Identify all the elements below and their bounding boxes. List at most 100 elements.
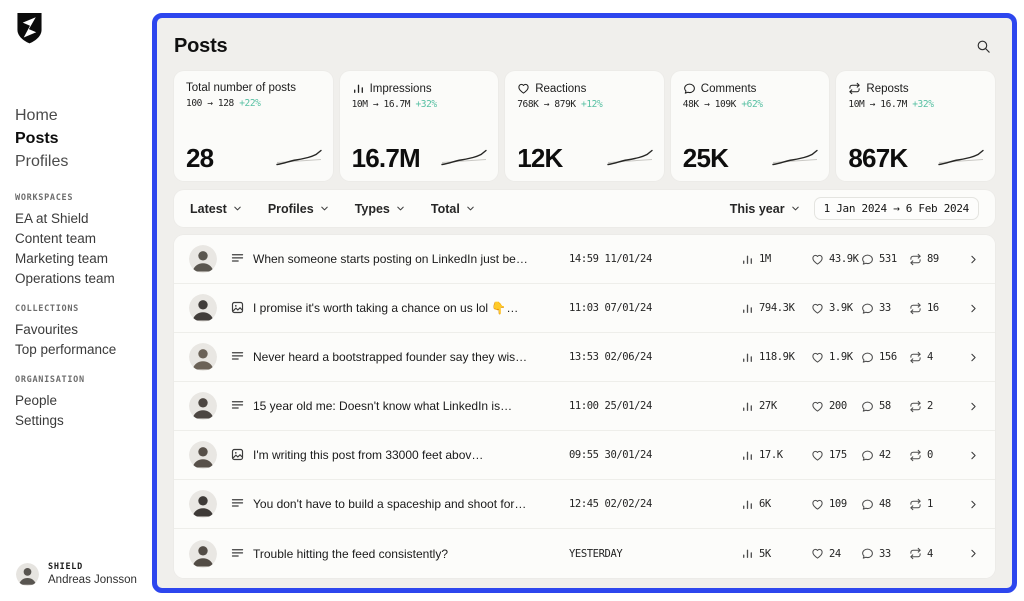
post-text: Trouble hitting the feed consistently?: [253, 546, 449, 561]
impressions-value: 5K: [759, 547, 771, 560]
sidebar-sections: WORKSPACES EA at Shield Content team Market…: [15, 193, 145, 431]
search-icon: [975, 38, 995, 55]
reposts-value: 16: [927, 302, 939, 314]
chevron-right-icon[interactable]: [967, 302, 980, 315]
repost-icon: [909, 302, 922, 315]
sidebar-item-content-team[interactable]: Content team: [15, 231, 97, 246]
post-row[interactable]: I promise it's worth taking a chance on …: [174, 284, 995, 333]
primary-nav: Home Posts Profiles: [15, 104, 145, 173]
comment-icon: [861, 253, 874, 266]
chevron-right-icon[interactable]: [967, 400, 980, 413]
post-row[interactable]: You don't have to build a spaceship and …: [174, 480, 995, 529]
stat-change-badge: +22%: [239, 98, 261, 109]
sidebar-section: COLLECTIONS Favourites Top performance: [15, 304, 145, 360]
stat-change-badge: +12%: [581, 99, 603, 110]
comment-icon: [861, 498, 874, 511]
comments-value: 48: [879, 498, 891, 510]
search-button[interactable]: [975, 36, 995, 56]
post-author-avatar: [189, 343, 217, 371]
comments-value: 58: [879, 400, 891, 412]
reactions-value: 200: [829, 400, 847, 412]
trend-sparkline-icon: [275, 147, 323, 168]
filter-dropdown-total[interactable]: Total: [431, 202, 476, 216]
filter-dropdown-types[interactable]: Types: [355, 202, 406, 216]
comment-icon: [861, 400, 874, 413]
main-panel: Posts Total number of posts 100 → 128 +2…: [152, 13, 1017, 593]
chevron-down-icon: [232, 203, 243, 214]
chevron-down-icon: [465, 203, 476, 214]
text-post-icon: [230, 496, 246, 512]
stat-card[interactable]: Comments 48K → 109K +62% 25K: [670, 71, 830, 181]
chevron-right-icon[interactable]: [967, 351, 980, 364]
post-row[interactable]: When someone starts posting on LinkedIn …: [174, 235, 995, 284]
sidebar-item-marketing-team[interactable]: Marketing team: [15, 251, 109, 266]
post-timestamp: 11:00 25/01/24: [569, 400, 652, 412]
stat-label: Reactions: [535, 82, 587, 95]
period-dropdown[interactable]: This year: [730, 202, 801, 216]
image-post-icon: [230, 447, 246, 463]
heart-icon: [811, 449, 824, 462]
sidebar-item-profiles[interactable]: Profiles: [15, 153, 69, 170]
bar-chart-icon: [741, 449, 754, 462]
user-avatar: [16, 562, 39, 586]
sidebar-item-home[interactable]: Home: [15, 107, 58, 124]
post-author-avatar: [189, 539, 217, 568]
chevron-right-icon[interactable]: [967, 498, 980, 511]
sidebar-section: ORGANISATION People Settings: [15, 375, 145, 431]
repost-icon: [909, 253, 922, 266]
impressions-value: 17.K: [759, 449, 783, 461]
chevron-right-icon[interactable]: [967, 253, 980, 266]
post-text: When someone starts posting on LinkedIn …: [253, 252, 528, 266]
stat-range: 48K → 109K: [682, 99, 737, 110]
sidebar: Home Posts Profiles WORKSPACES EA at Shield…: [0, 0, 152, 601]
date-range-field[interactable]: 1 Jan 2024 → 6 Feb 2024: [813, 197, 979, 220]
post-author-avatar: [189, 392, 217, 420]
stat-card[interactable]: Impressions 10M → 16.7M +32% 16.7M: [339, 71, 499, 181]
post-row[interactable]: I'm writing this post from 33000 feet ab…: [174, 431, 995, 480]
sidebar-item-settings[interactable]: Settings: [15, 413, 64, 428]
sidebar-item-top-performance[interactable]: Top performance: [15, 342, 117, 357]
filter-dropdown-profiles[interactable]: Profiles: [268, 202, 330, 216]
stat-value: 25K: [682, 143, 729, 173]
stat-value: 16.7M: [351, 143, 421, 173]
reactions-value: 24: [829, 547, 841, 560]
sidebar-item-posts[interactable]: Posts: [15, 130, 59, 147]
comments-value: 33: [879, 302, 891, 314]
stat-card[interactable]: Reactions 768K → 879K +12% 12K: [505, 71, 664, 181]
sidebar-item-ea-at-shield[interactable]: EA at Shield: [15, 211, 89, 226]
sidebar-section-title: COLLECTIONS: [15, 304, 79, 314]
chevron-right-icon[interactable]: [967, 449, 980, 462]
repost-icon: [909, 351, 922, 364]
reposts-value: 2: [927, 400, 933, 412]
text-post-icon: [230, 349, 246, 365]
posts-table: When someone starts posting on LinkedIn …: [174, 235, 995, 578]
stat-card[interactable]: Reposts 10M → 16.7M +32% 867K: [836, 71, 995, 181]
filter-dropdown-latest[interactable]: Latest: [190, 202, 243, 216]
filter-dropdown-label: Total: [430, 201, 460, 216]
post-text: 15 year old me: Doesn't know what Linked…: [253, 399, 513, 413]
sidebar-item-operations-team[interactable]: Operations team: [15, 271, 115, 286]
impressions-value: 6K: [759, 498, 771, 510]
stat-card[interactable]: Total number of posts 100 → 128 +22% 28: [174, 71, 333, 181]
text-post-icon: [230, 251, 246, 267]
sidebar-item-people[interactable]: People: [15, 393, 58, 408]
sidebar-item-favourites[interactable]: Favourites: [15, 322, 79, 337]
comment-icon: [683, 82, 696, 95]
post-author-avatar: [189, 245, 217, 273]
user-profile-chip[interactable]: SHIELD Andreas Jonsson: [16, 562, 137, 586]
heart-icon: [517, 82, 530, 95]
post-timestamp: 11:03 07/01/24: [569, 302, 652, 314]
chevron-right-icon[interactable]: [967, 547, 980, 560]
chevron-down-icon: [319, 203, 330, 214]
post-row[interactable]: Trouble hitting the feed consistently? Y…: [174, 529, 995, 578]
shield-logo-icon[interactable]: [16, 12, 43, 46]
comment-icon: [861, 351, 874, 364]
impressions-value: 118.9K: [759, 351, 795, 363]
period-dropdown-label: This year: [729, 201, 785, 216]
trend-sparkline-icon: [937, 147, 985, 168]
post-row[interactable]: Never heard a bootstrapped founder say t…: [174, 333, 995, 382]
reactions-value: 3.9K: [829, 302, 853, 314]
post-row[interactable]: 15 year old me: Doesn't know what Linked…: [174, 382, 995, 431]
stat-value: 867K: [848, 143, 908, 173]
comment-icon: [861, 547, 874, 560]
